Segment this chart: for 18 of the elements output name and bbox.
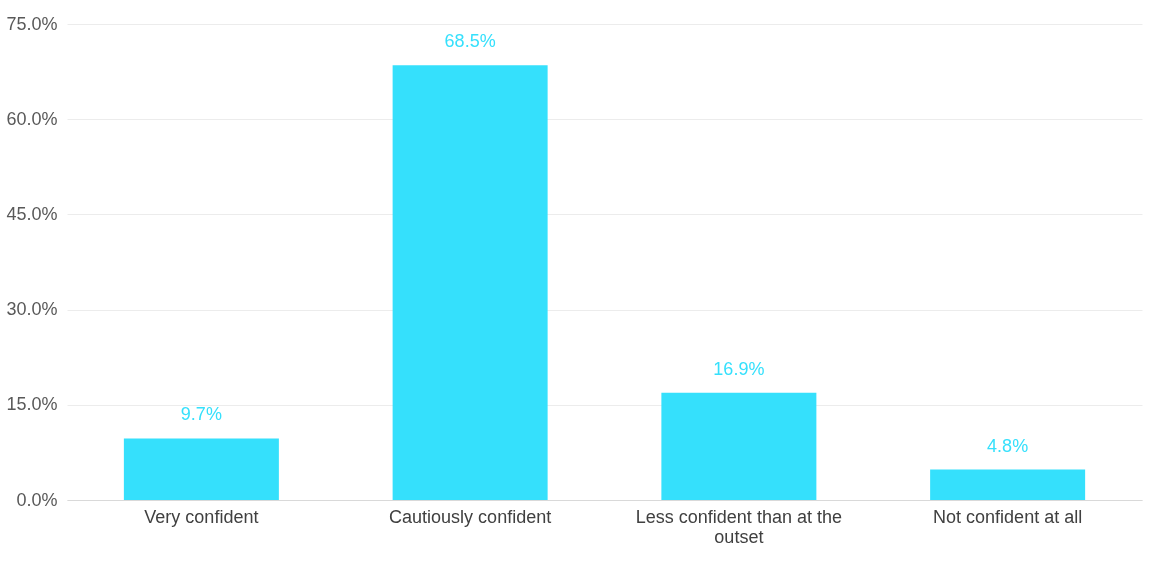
data-label: 9.7% [180, 404, 222, 425]
y-tick-label: 75.0% [6, 13, 58, 34]
data-label: 68.5% [444, 31, 496, 52]
y-tick-label: 45.0% [6, 203, 58, 224]
y-tick-label: 15.0% [6, 394, 58, 415]
bar [661, 392, 817, 500]
y-tick-label: 60.0% [6, 108, 58, 129]
x-tick-label: Very confident [144, 506, 259, 527]
bar [123, 438, 279, 500]
data-label: 16.9% [713, 358, 765, 379]
data-label: 4.8% [987, 435, 1029, 456]
x-tick-label: Cautiously confident [389, 506, 552, 527]
bar [930, 469, 1086, 500]
x-tick-label: Less confident than at the outset [635, 506, 842, 547]
bar [392, 65, 548, 500]
y-tick-label: 0.0% [16, 489, 58, 510]
y-tick-label: 30.0% [6, 299, 58, 320]
x-tick-label: Not confident at all [933, 506, 1083, 527]
